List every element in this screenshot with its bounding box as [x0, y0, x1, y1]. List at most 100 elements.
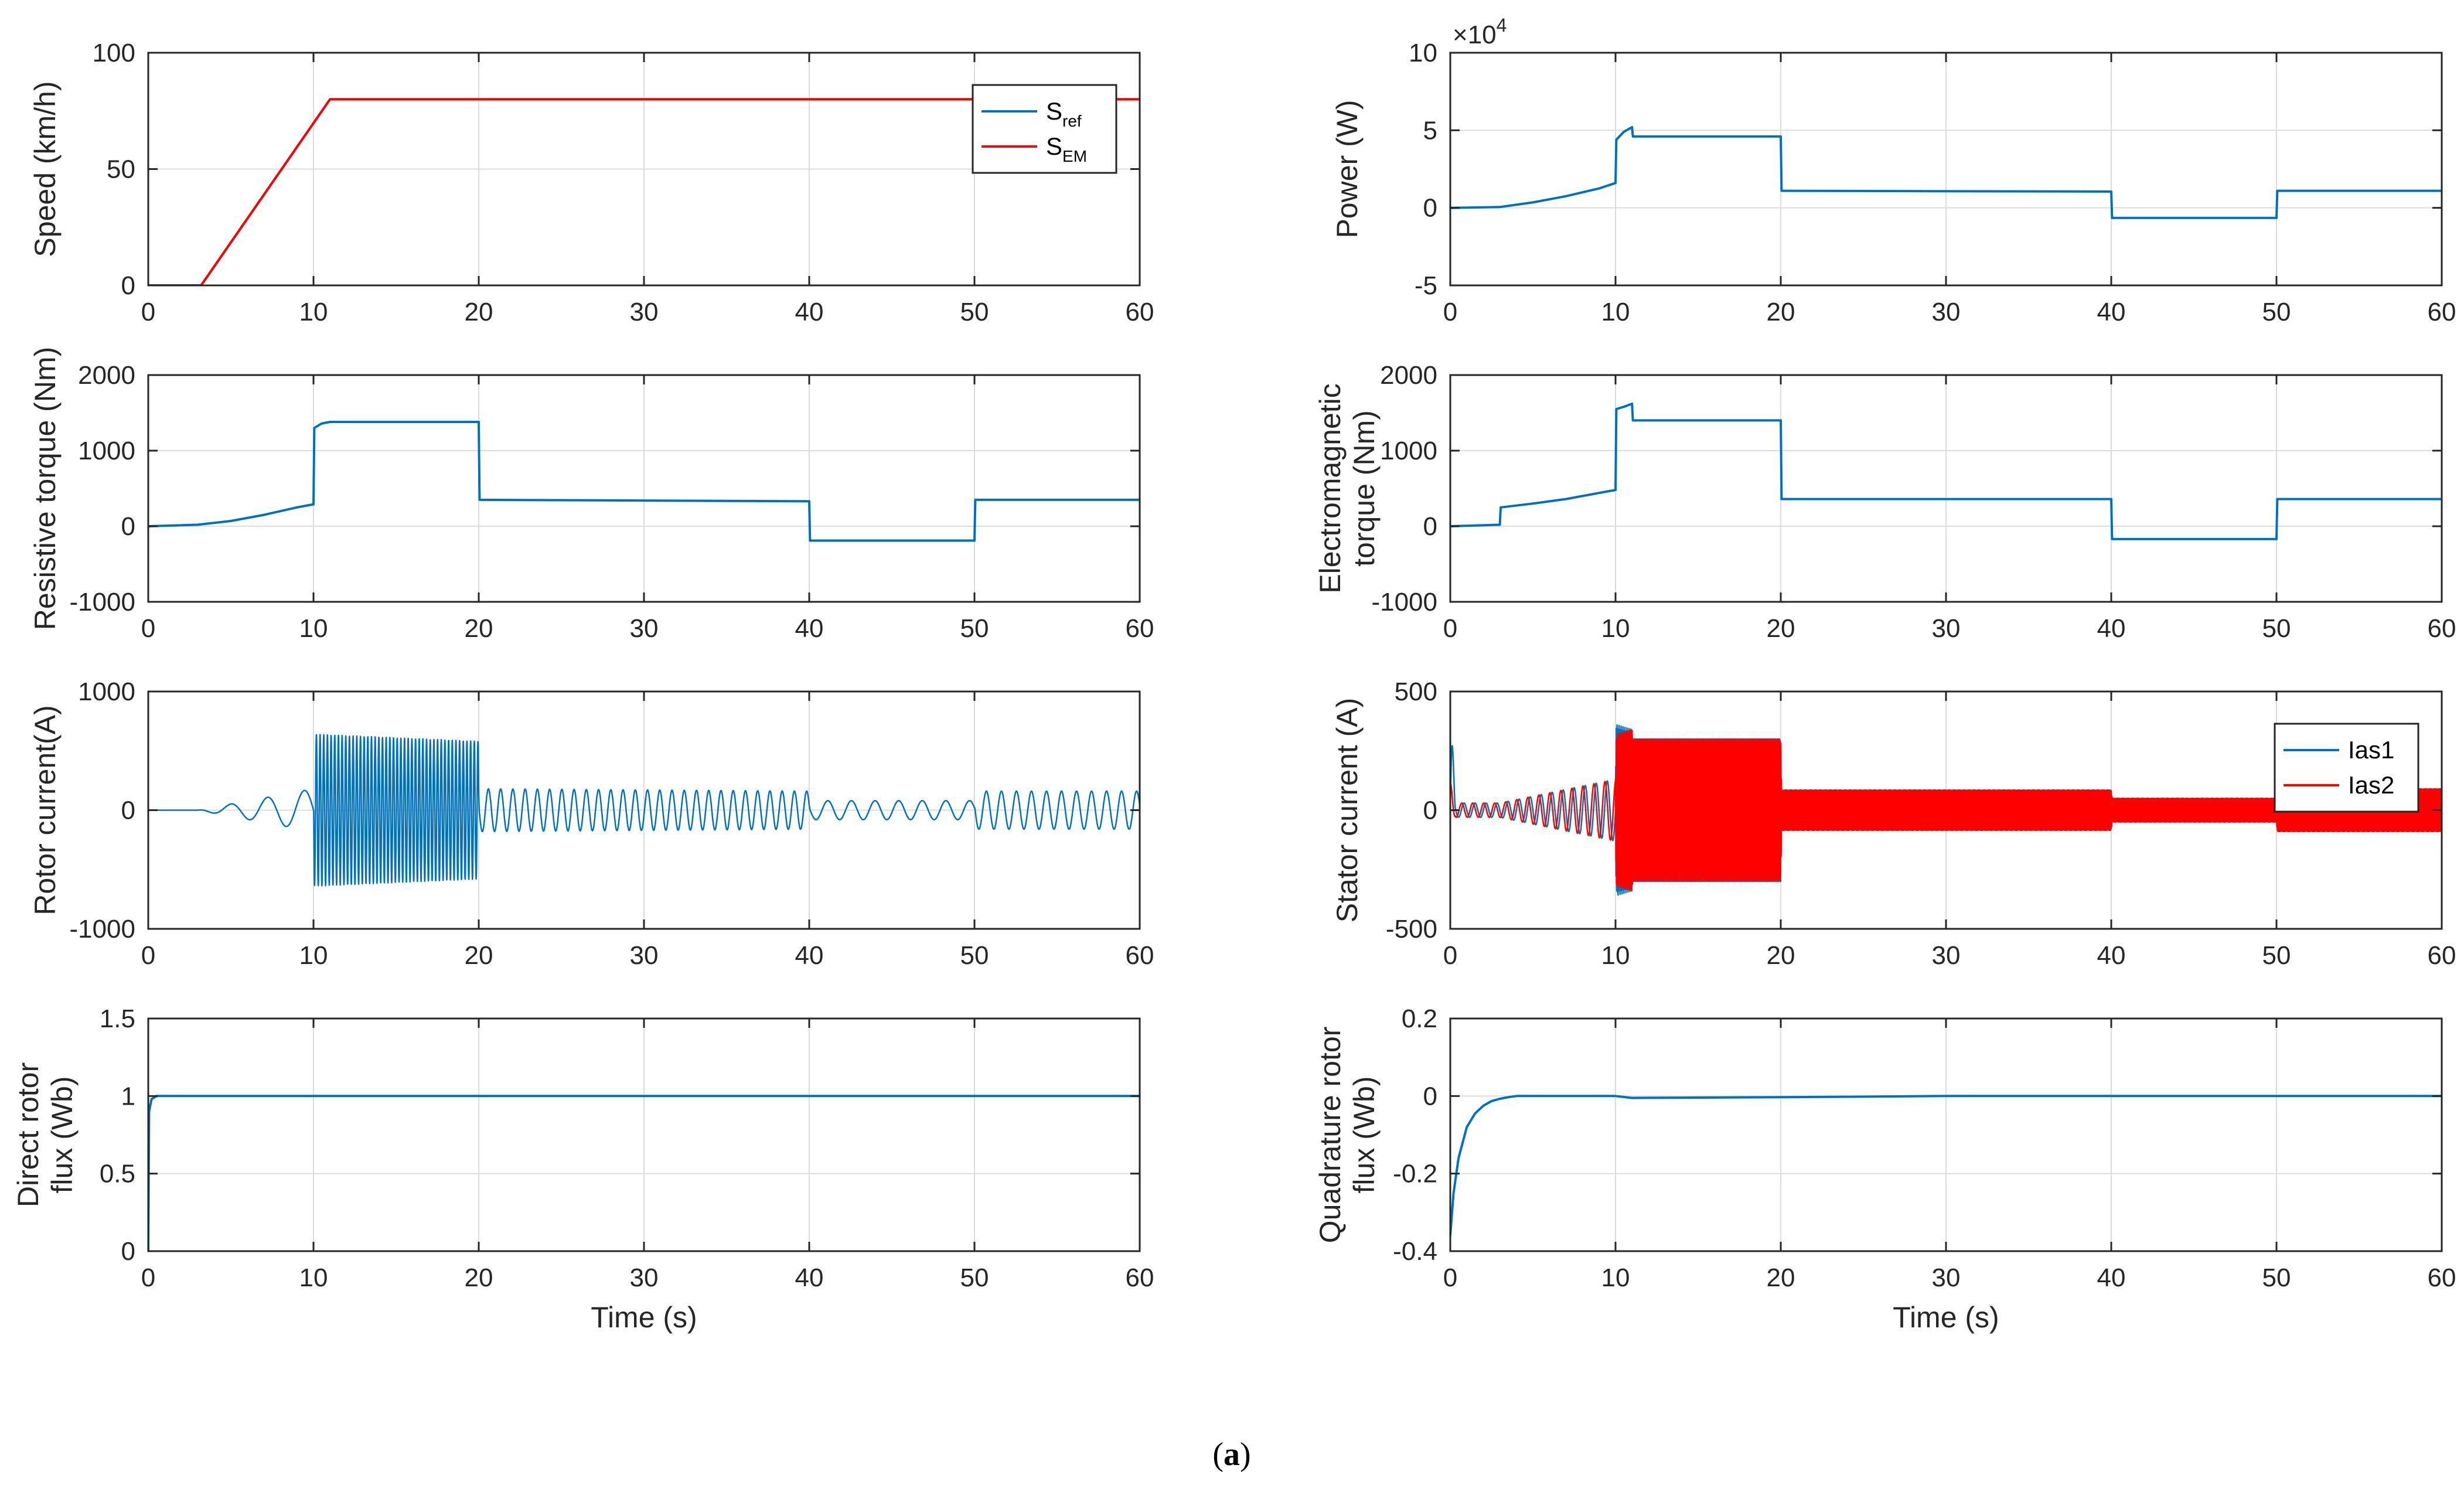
- y-tick-label: 0: [1423, 1082, 1437, 1111]
- x-tick-label: 10: [1601, 298, 1630, 326]
- x-tick-label: 0: [141, 941, 155, 970]
- x-tick-label: 40: [2097, 298, 2126, 326]
- em_torque-chart: 0 10 20 30 40 50 60-1000010002000Electromagnet…: [1314, 361, 2456, 643]
- y-tick-label: 0: [121, 1237, 135, 1266]
- y-tick-label: 1000: [78, 677, 135, 706]
- legend-entry: Ias1: [2348, 736, 2394, 764]
- y-tick-label: -0.2: [1393, 1160, 1437, 1188]
- y-axis-label: Electromagnetictorque (Nm): [1314, 383, 1381, 594]
- x-tick-label: 0: [141, 1263, 155, 1292]
- x-tick-label: 20: [465, 614, 493, 643]
- x-tick-label: 50: [2262, 941, 2291, 970]
- x-tick-label: 50: [960, 1263, 989, 1292]
- y-tick-label: 0: [1423, 796, 1437, 825]
- y-tick-label: 0.5: [100, 1160, 135, 1188]
- data-layer: [148, 734, 1140, 887]
- figure-caption: (a): [1212, 1436, 1250, 1473]
- y-tick-label: 5: [1423, 116, 1437, 145]
- y-tick-label: 1000: [1380, 437, 1437, 465]
- y-tick-label: 0: [121, 512, 135, 541]
- x-tick-label: 40: [795, 298, 824, 326]
- x-tick-label: 40: [2097, 941, 2126, 970]
- x-tick-label: 60: [1126, 941, 1154, 970]
- legend-entry: Ias2: [2348, 771, 2394, 799]
- legend: Ias1 Ias2: [2274, 723, 2419, 813]
- x-tick-label: 30: [1932, 941, 1961, 970]
- x-tick-label: 30: [630, 1263, 659, 1292]
- y-axis-label: Stator current (A): [1331, 698, 1364, 922]
- x-tick-label: 10: [299, 298, 328, 326]
- series-line-quad_flux: [1450, 1095, 2442, 1236]
- y-tick-label: 2000: [78, 361, 135, 390]
- y-tick-label: 0: [1423, 512, 1437, 541]
- x-tick-label: 20: [1767, 1263, 1795, 1292]
- y-tick-label: -5: [1415, 271, 1437, 300]
- x-tick-label: 30: [630, 614, 659, 643]
- x-tick-label: 20: [1767, 614, 1795, 643]
- x-tick-label: 10: [1601, 614, 1630, 643]
- y-tick-label: 500: [1395, 677, 1437, 706]
- y-axis-label: Rotor current(A): [29, 705, 62, 915]
- y-tick-label: 2000: [1380, 361, 1437, 390]
- x-tick-label: 0: [1443, 1263, 1457, 1292]
- y-tick-label: 0.2: [1402, 1004, 1437, 1033]
- y-tick-label: 100: [93, 39, 135, 67]
- x-tick-label: 40: [795, 614, 824, 643]
- y-axis-label: Quadrature rotorflux (Wb): [1314, 1027, 1381, 1244]
- legend-box: [2274, 723, 2419, 813]
- axis-exponent: ×104: [1453, 15, 1507, 49]
- x-tick-label: 30: [1932, 1263, 1961, 1292]
- x-tick-label: 20: [465, 298, 493, 326]
- series-line-em_torque: [1450, 403, 2442, 540]
- y-tick-label: 1.5: [100, 1004, 135, 1033]
- x-tick-label: 10: [1601, 941, 1630, 970]
- y-tick-label: -1000: [69, 588, 135, 616]
- x-tick-label: 50: [2262, 614, 2291, 643]
- y-tick-label: 10: [1409, 39, 1437, 67]
- data-layer: [148, 421, 1140, 542]
- y-tick-label: -0.4: [1393, 1237, 1437, 1266]
- x-tick-label: 60: [1126, 298, 1154, 326]
- x-tick-label: 60: [2428, 614, 2456, 643]
- series-line-resistive: [148, 421, 1140, 542]
- x-tick-label: 40: [795, 1263, 824, 1292]
- series-line-SEM: [148, 98, 1140, 285]
- y-tick-label: -500: [1386, 915, 1437, 943]
- y-tick-label: 1: [121, 1082, 135, 1111]
- x-tick-label: 50: [960, 614, 989, 643]
- x-tick-label: 10: [299, 1263, 328, 1292]
- x-tick-label: 0: [1443, 614, 1457, 643]
- x-tick-label: 20: [465, 1263, 493, 1292]
- x-tick-label: 20: [1767, 298, 1795, 326]
- data-layer: [1450, 126, 2442, 219]
- series-line-power: [1450, 126, 2442, 219]
- x-tick-label: 30: [630, 298, 659, 326]
- x-tick-label: 30: [1932, 614, 1961, 643]
- x-tick-label: 40: [795, 941, 824, 970]
- legend-box: [972, 84, 1117, 174]
- data-layer: [148, 98, 1140, 285]
- x-axis-label: Time (s): [1893, 1301, 1999, 1334]
- y-axis-label: Speed (km/h): [29, 81, 62, 257]
- y-axis-label: Direct rotorflux (Wb): [12, 1062, 79, 1207]
- x-tick-label: 0: [141, 298, 155, 326]
- x-tick-label: 40: [2097, 1263, 2126, 1292]
- y-tick-label: 0: [121, 271, 135, 300]
- x-axis-label: Time (s): [591, 1301, 697, 1334]
- y-axis-label: Resistive torque (Nm): [29, 347, 62, 630]
- x-tick-label: 10: [299, 614, 328, 643]
- x-tick-label: 0: [1443, 298, 1457, 326]
- x-tick-label: 10: [1601, 1263, 1630, 1292]
- x-tick-label: 60: [1126, 1263, 1154, 1292]
- data-layer: [1450, 403, 2442, 540]
- x-tick-label: 60: [2428, 1263, 2456, 1292]
- y-tick-label: 50: [107, 155, 135, 184]
- x-tick-label: 60: [1126, 614, 1154, 643]
- x-tick-label: 30: [1932, 298, 1961, 326]
